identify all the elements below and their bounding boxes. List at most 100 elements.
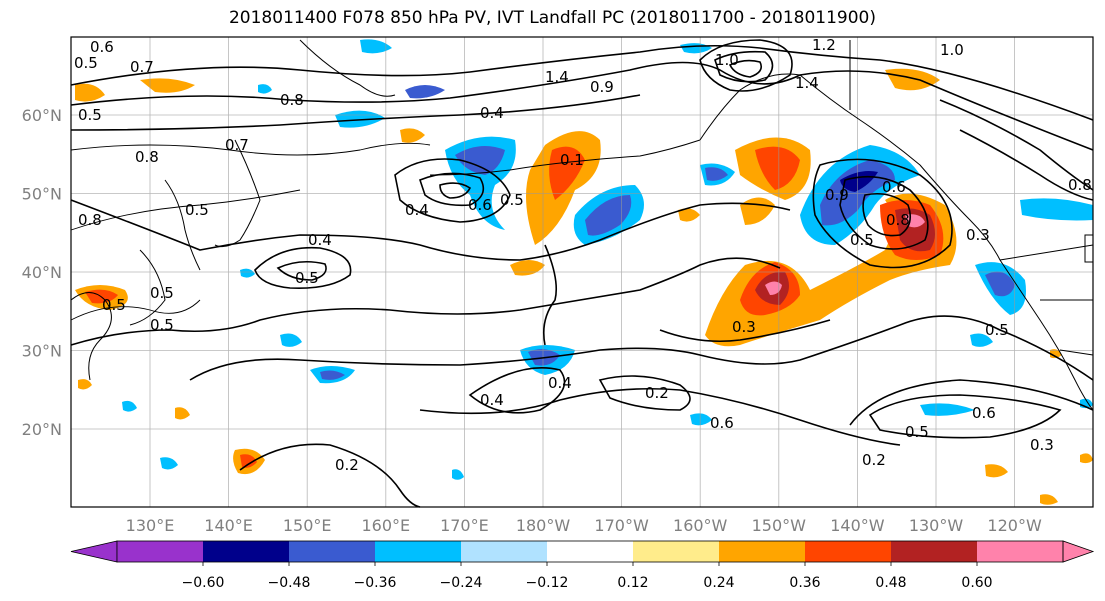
colorbar-tick-label: 0.24 <box>703 575 734 591</box>
colorbar-frame <box>116 540 1064 563</box>
colorbar-tick-label: −0.24 <box>440 575 483 591</box>
pv-positive-region <box>75 83 105 102</box>
contour-line <box>419 172 485 207</box>
contour-line <box>959 129 1094 201</box>
contour-line <box>728 59 763 78</box>
contour-line <box>70 142 431 156</box>
contour-line <box>939 99 1094 191</box>
contour-label: 0.4 <box>308 231 332 249</box>
pv-negative-region <box>1020 198 1093 221</box>
longitude-tick-label: 180°W <box>516 516 571 535</box>
contour-label: 0.5 <box>905 423 929 441</box>
pv-negative-core <box>585 195 632 236</box>
contour-line <box>70 299 201 321</box>
longitude-tick-label: 130°W <box>909 516 964 535</box>
latitude-tick-label: 50°N <box>22 185 62 204</box>
contour-line <box>699 39 793 92</box>
coastline-siberia <box>299 39 396 97</box>
colorbar-extend-high <box>1062 540 1095 563</box>
colorbar-tick-label: 0.12 <box>617 575 648 591</box>
contour-label: 0.5 <box>74 54 98 72</box>
pv-positive-core <box>755 146 800 190</box>
colorbar-tick-label: −0.12 <box>526 575 569 591</box>
contour-label: 0.2 <box>862 451 886 469</box>
map-graticule <box>71 37 1093 507</box>
colorbar-segment <box>547 541 634 562</box>
contour-line <box>276 260 327 281</box>
colorbar-segment <box>891 541 978 562</box>
contour-line <box>542 244 558 346</box>
contour-label: 0.5 <box>78 106 102 124</box>
contour-line <box>598 375 691 411</box>
contour-line <box>868 394 1062 439</box>
contour-label: 0.5 <box>985 321 1009 339</box>
longitude-tick-label: 140°E <box>204 516 253 535</box>
pv-positive-region <box>400 128 425 143</box>
longitude-tick-label: 120°W <box>987 516 1042 535</box>
pv-negative-region <box>920 403 975 416</box>
contour-line <box>862 192 911 237</box>
pv-negative-region <box>690 413 712 426</box>
longitude-tick-label: 160°W <box>673 516 728 535</box>
contour-label: 0.3 <box>1030 436 1054 454</box>
colorbar-segment <box>719 541 806 562</box>
contour-label: 0.7 <box>225 136 249 154</box>
pv-positive-region <box>1040 494 1058 505</box>
contour-line <box>239 443 421 508</box>
contour-label: 0.1 <box>560 151 584 169</box>
pv-positive-core <box>549 146 585 200</box>
longitude-tick-label: 140°W <box>830 516 885 535</box>
contour-line <box>70 61 1094 151</box>
pv-negative-region <box>280 333 302 347</box>
contour-label: 1.4 <box>545 68 569 86</box>
contour-line <box>70 199 791 261</box>
contour-line <box>849 379 1094 426</box>
contour-label: 0.4 <box>548 374 572 392</box>
contour-label: 0.2 <box>645 384 669 402</box>
pv-positive-region <box>78 379 92 390</box>
contour-line <box>70 44 1094 121</box>
pv-negative-core <box>455 146 505 175</box>
pv-positive-core <box>240 454 257 468</box>
contour-label: 0.8 <box>1068 176 1092 194</box>
pv-negative-region <box>122 400 137 412</box>
longitude-tick-label: 170°E <box>440 516 489 535</box>
contour-line <box>714 50 774 83</box>
colorbar-segment <box>117 541 204 562</box>
colorbar-tick-label: −0.60 <box>182 575 225 591</box>
pv-negative-region <box>970 333 993 347</box>
coastline-sakhalin <box>164 179 201 271</box>
contour-line <box>439 182 472 199</box>
contour-line <box>70 94 641 131</box>
pv-negative-region <box>258 84 272 94</box>
pv-positive-peak <box>765 281 782 295</box>
contour-labels: 0.6 0.5 0.7 1.2 1.0 0.8 1.4 1.4 0.9 0.4 … <box>74 36 1092 474</box>
coastline-japan <box>129 249 166 326</box>
pv-negative-region <box>452 469 464 480</box>
contour-label: 1.0 <box>940 41 964 59</box>
colorbar-segment <box>461 541 548 562</box>
contour-label: 0.6 <box>882 178 906 196</box>
contour-label: 0.8 <box>280 91 304 109</box>
contour-label: 0.6 <box>90 38 114 56</box>
pv-positive-region <box>678 208 700 222</box>
contour-label: 0.8 <box>78 211 102 229</box>
contour-label: 0.9 <box>825 186 849 204</box>
colorbar-segment <box>375 541 462 562</box>
coastline-aleutians <box>429 139 701 176</box>
latitude-tick-label: 20°N <box>22 420 62 439</box>
contour-line <box>394 158 511 223</box>
contour-line <box>254 246 352 290</box>
colorbar-segment <box>633 541 720 562</box>
contour-label: 0.4 <box>480 391 504 409</box>
contour-line <box>189 315 1094 381</box>
contour-line <box>839 175 929 250</box>
contour-line <box>70 189 301 231</box>
contour-label: 0.8 <box>886 211 910 229</box>
pv-positive-region <box>885 68 940 91</box>
colorbar-segment <box>289 541 376 562</box>
contour-label: 0.5 <box>185 201 209 219</box>
contour-label: 0.6 <box>972 404 996 422</box>
contour-label: 0.3 <box>966 226 990 244</box>
longitude-tick-label: 170°W <box>594 516 649 535</box>
